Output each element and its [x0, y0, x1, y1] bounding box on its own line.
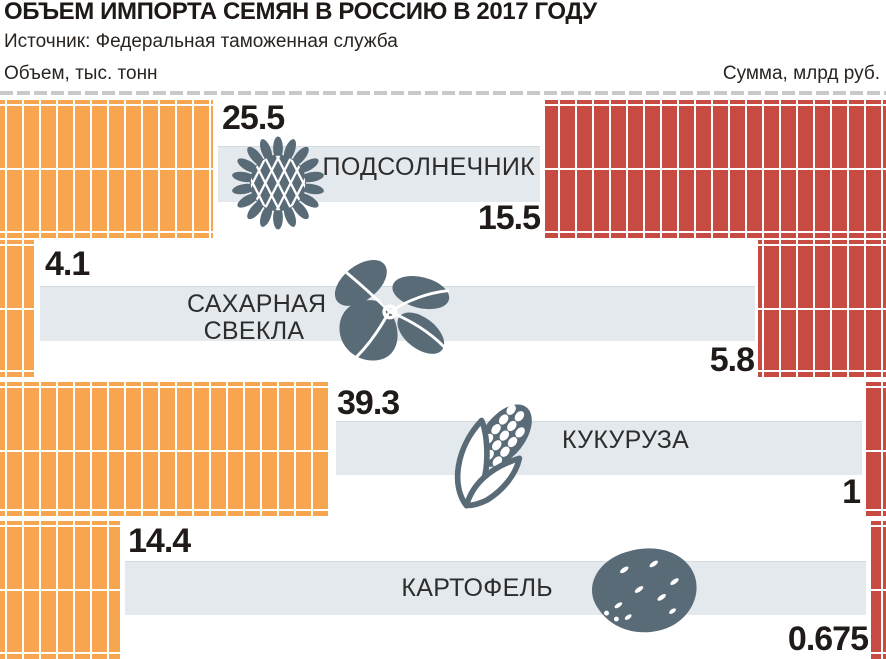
sum-bar: [871, 521, 886, 659]
category-band: [336, 421, 862, 475]
volume-bar: [0, 100, 213, 238]
corn-icon: [440, 394, 544, 516]
sum-value: 1: [842, 473, 861, 511]
volume-bar: [0, 240, 34, 377]
right-axis-label: Сумма, млрд руб.: [722, 63, 880, 84]
volume-bar: [0, 521, 120, 659]
source-caption: Источник: Федеральная таможенная служба: [4, 31, 398, 52]
volume-value: 25.5: [222, 99, 285, 137]
category-label: ПОДСОЛНЕЧНИК: [322, 153, 535, 181]
page-title: ОБЪЕМ ИМПОРТА СЕМЯН В РОССИЮ В 2017 ГОДУ: [4, 0, 597, 25]
header-dotted-rule: [0, 91, 886, 95]
sum-bar: [758, 240, 886, 377]
sum-value: 15.5: [477, 199, 541, 237]
row-sunflower: 25.5 15.5 ПОДСОЛНЕЧНИК: [0, 95, 886, 238]
sunflower-icon: [231, 135, 325, 231]
volume-value: 4.1: [45, 245, 90, 283]
beet-icon: [318, 252, 454, 368]
row-corn: 39.3 1 КУКУРУЗА: [0, 378, 886, 516]
category-label: КАРТОФЕЛЬ: [401, 574, 553, 602]
category-label: САХАРНАЯ СВЕКЛА: [187, 290, 327, 345]
sum-value: 0.675: [787, 620, 869, 658]
sum-bar: [545, 100, 886, 238]
volume-value: 39.3: [337, 384, 400, 422]
volume-bar: [0, 382, 329, 516]
row-potato: 14.4 0.675 КАРТОФЕЛЬ: [0, 516, 886, 659]
volume-value: 14.4: [128, 522, 191, 560]
sum-bar: [864, 382, 886, 516]
potato-icon: [577, 538, 705, 642]
category-label: КУКУРУЗА: [562, 426, 690, 454]
category-band: [125, 561, 866, 615]
row-sugar-beet: 4.1 5.8 САХАРНАЯ СВЕКЛА: [0, 238, 886, 378]
sum-value: 5.8: [709, 341, 755, 379]
left-axis-label: Объем, тыс. тонн: [4, 63, 158, 84]
